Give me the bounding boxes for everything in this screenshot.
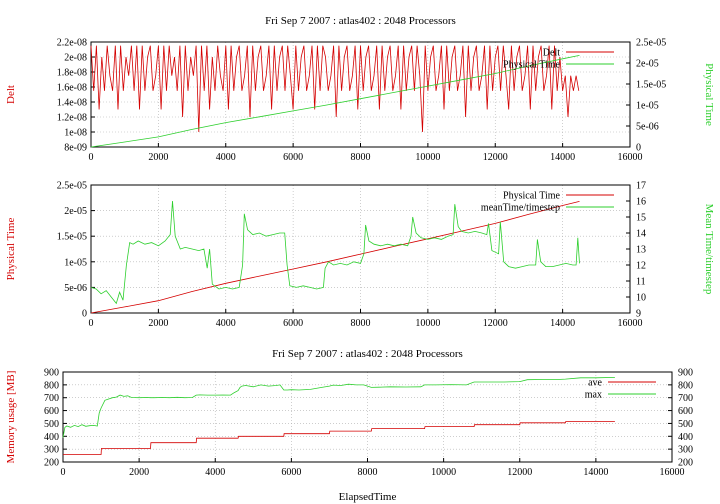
panel3-series-ave-line: [63, 421, 615, 455]
panel3-y2-tick-label: 300: [678, 445, 693, 456]
panel2-y-tick-label: 0: [82, 309, 87, 320]
panel2-x-tick-label: 16000: [618, 318, 643, 329]
panel1-x-tick-label: 0: [89, 152, 94, 163]
panel2-legend-label: meanTime/timestep: [481, 203, 560, 214]
panel2-x-tick-label: 2000: [148, 318, 168, 329]
panel3-x-tick-label: 6000: [281, 467, 301, 478]
panel1-y2-tick-label: 2e-05: [636, 59, 659, 70]
panel3-x-tick-label: 8000: [358, 467, 378, 478]
panel2-plot-frame: [90, 184, 631, 314]
panel1-legend-label: Physical Time: [503, 60, 561, 71]
panel1-plot-frame: [90, 41, 631, 148]
panel2-y2-axis-label: Mean Time/timestep: [703, 204, 715, 295]
panel2-y2-tick-label: 12: [636, 261, 646, 272]
panel3-legend-label: max: [585, 390, 602, 401]
panel3-x-tick-label: 16000: [660, 467, 685, 478]
panel3-y-tick-label: 400: [44, 432, 59, 443]
panel3-legend-label: ave: [588, 378, 602, 389]
panel3-y-tick-label: 300: [44, 445, 59, 456]
panel2-x-tick-label: 4000: [216, 318, 236, 329]
panel2-x-tick-label: 6000: [283, 318, 303, 329]
panel1-series-physical-time-line: [90, 55, 580, 148]
panel1-x-tick-label: 4000: [216, 152, 236, 163]
panel2-y2-tick-label: 16: [636, 197, 646, 208]
panel1-x-tick-label: 12000: [483, 152, 508, 163]
panel2-x-tick-label: 10000: [415, 318, 440, 329]
panel1-x-tick-label: 6000: [283, 152, 303, 163]
panel3-y2-tick-label: 200: [678, 458, 693, 469]
panel3-y-tick-label: 200: [44, 458, 59, 469]
panel2-y2-tick-label: 13: [636, 245, 646, 256]
panel3-y-axis-label: Memory usage [MB]: [5, 371, 17, 464]
panel2-x-tick-label: 14000: [550, 318, 575, 329]
panel1-y2-tick-label: 1e-05: [636, 101, 659, 112]
panel1-y2-axis-label: Physical Time: [703, 63, 715, 126]
panel3-y-tick-label: 600: [44, 406, 59, 417]
panel1-y-tick-label: 1e-08: [64, 128, 87, 139]
panel2-y2-tick-label: 17: [636, 181, 646, 192]
panel3-y2-tick-label: 500: [678, 419, 693, 430]
panel1-series-delt-line: [90, 45, 580, 133]
panel1-x-tick-label: 14000: [550, 152, 575, 163]
panel2-series-meantime-timestep-line: [90, 200, 580, 305]
panel1-y-tick-label: 2.2e-08: [57, 38, 87, 49]
panel1-y2-tick-label: 5e-06: [636, 122, 659, 133]
panel2-series-physical-time-line: [90, 201, 580, 314]
panel2-y-tick-label: 2e-05: [64, 206, 87, 217]
panel3-y2-tick-label: 700: [678, 393, 693, 404]
panel3-x-tick-label: 10000: [431, 467, 456, 478]
panel2-x-tick-label: 8000: [351, 318, 371, 329]
panel3-y-tick-label: 700: [44, 393, 59, 404]
panel3-y2-tick-label: 800: [678, 380, 693, 391]
panel3-y-tick-label: 900: [44, 368, 59, 379]
panel2-y2-tick-label: 10: [636, 293, 646, 304]
panel1-y-tick-label: 8e-09: [64, 143, 87, 154]
panel3-series-max-line: [62, 377, 615, 438]
panel1-y-tick-label: 1.8e-08: [57, 68, 87, 79]
panel2-y-tick-label: 5e-06: [64, 283, 87, 294]
panel2-y-tick-label: 1.5e-05: [57, 232, 87, 243]
panel1-chart-title: Fri Sep 7 2007 : atlas402 : 2048 Process…: [265, 15, 456, 27]
panel2-y-tick-label: 1e-05: [64, 257, 87, 268]
panel3-y2-tick-label: 600: [678, 406, 693, 417]
panel3-chart-title: Fri Sep 7 2007 : atlas402 : 2048 Process…: [272, 348, 463, 360]
panel2-y2-tick-label: 15: [636, 213, 646, 224]
panel1-y-axis-label: Delt: [5, 85, 17, 104]
panel1-x-tick-label: 10000: [415, 152, 440, 163]
panel3-y-tick-label: 800: [44, 380, 59, 391]
panel1-legend-label: Delt: [543, 48, 560, 59]
panel3-y-tick-label: 500: [44, 419, 59, 430]
panel2-y-tick-label: 2.5e-05: [57, 181, 87, 192]
panel1-x-tick-label: 16000: [618, 152, 643, 163]
panel2-y-axis-label: Physical Time: [5, 218, 17, 281]
panel3-x-tick-label: 12000: [507, 467, 532, 478]
panel3-plot-frame: [62, 371, 673, 463]
panel1-y2-tick-label: 1.5e-05: [636, 80, 666, 91]
panel2-y2-tick-label: 11: [636, 277, 646, 288]
panel2-legend-label: Physical Time: [503, 191, 561, 202]
panel2-x-tick-label: 12000: [483, 318, 508, 329]
panel3-x-tick-label: 2000: [129, 467, 149, 478]
panel3-x-tick-label: 4000: [205, 467, 225, 478]
panel2-y2-tick-label: 14: [636, 229, 646, 240]
panel1-y-tick-label: 1.2e-08: [57, 113, 87, 124]
panel1-x-tick-label: 2000: [148, 152, 168, 163]
panel2-y2-tick-label: 9: [636, 309, 641, 320]
panel3-x-tick-label: 14000: [583, 467, 608, 478]
panel2-x-tick-label: 0: [89, 318, 94, 329]
panel3-x-tick-label: 0: [61, 467, 66, 478]
panel3-y2-tick-label: 900: [678, 368, 693, 379]
panel1-y-tick-label: 1.4e-08: [57, 98, 87, 109]
panel1-x-tick-label: 8000: [351, 152, 371, 163]
panel1-y2-tick-label: 2.5e-05: [636, 38, 666, 49]
panel1-y-tick-label: 2e-08: [64, 53, 87, 64]
panel1-y2-tick-label: 0: [636, 143, 641, 154]
panel3-x-axis-label: ElapsedTime: [339, 491, 397, 503]
panel3-y2-tick-label: 400: [678, 432, 693, 443]
panel1-y-tick-label: 1.6e-08: [57, 83, 87, 94]
